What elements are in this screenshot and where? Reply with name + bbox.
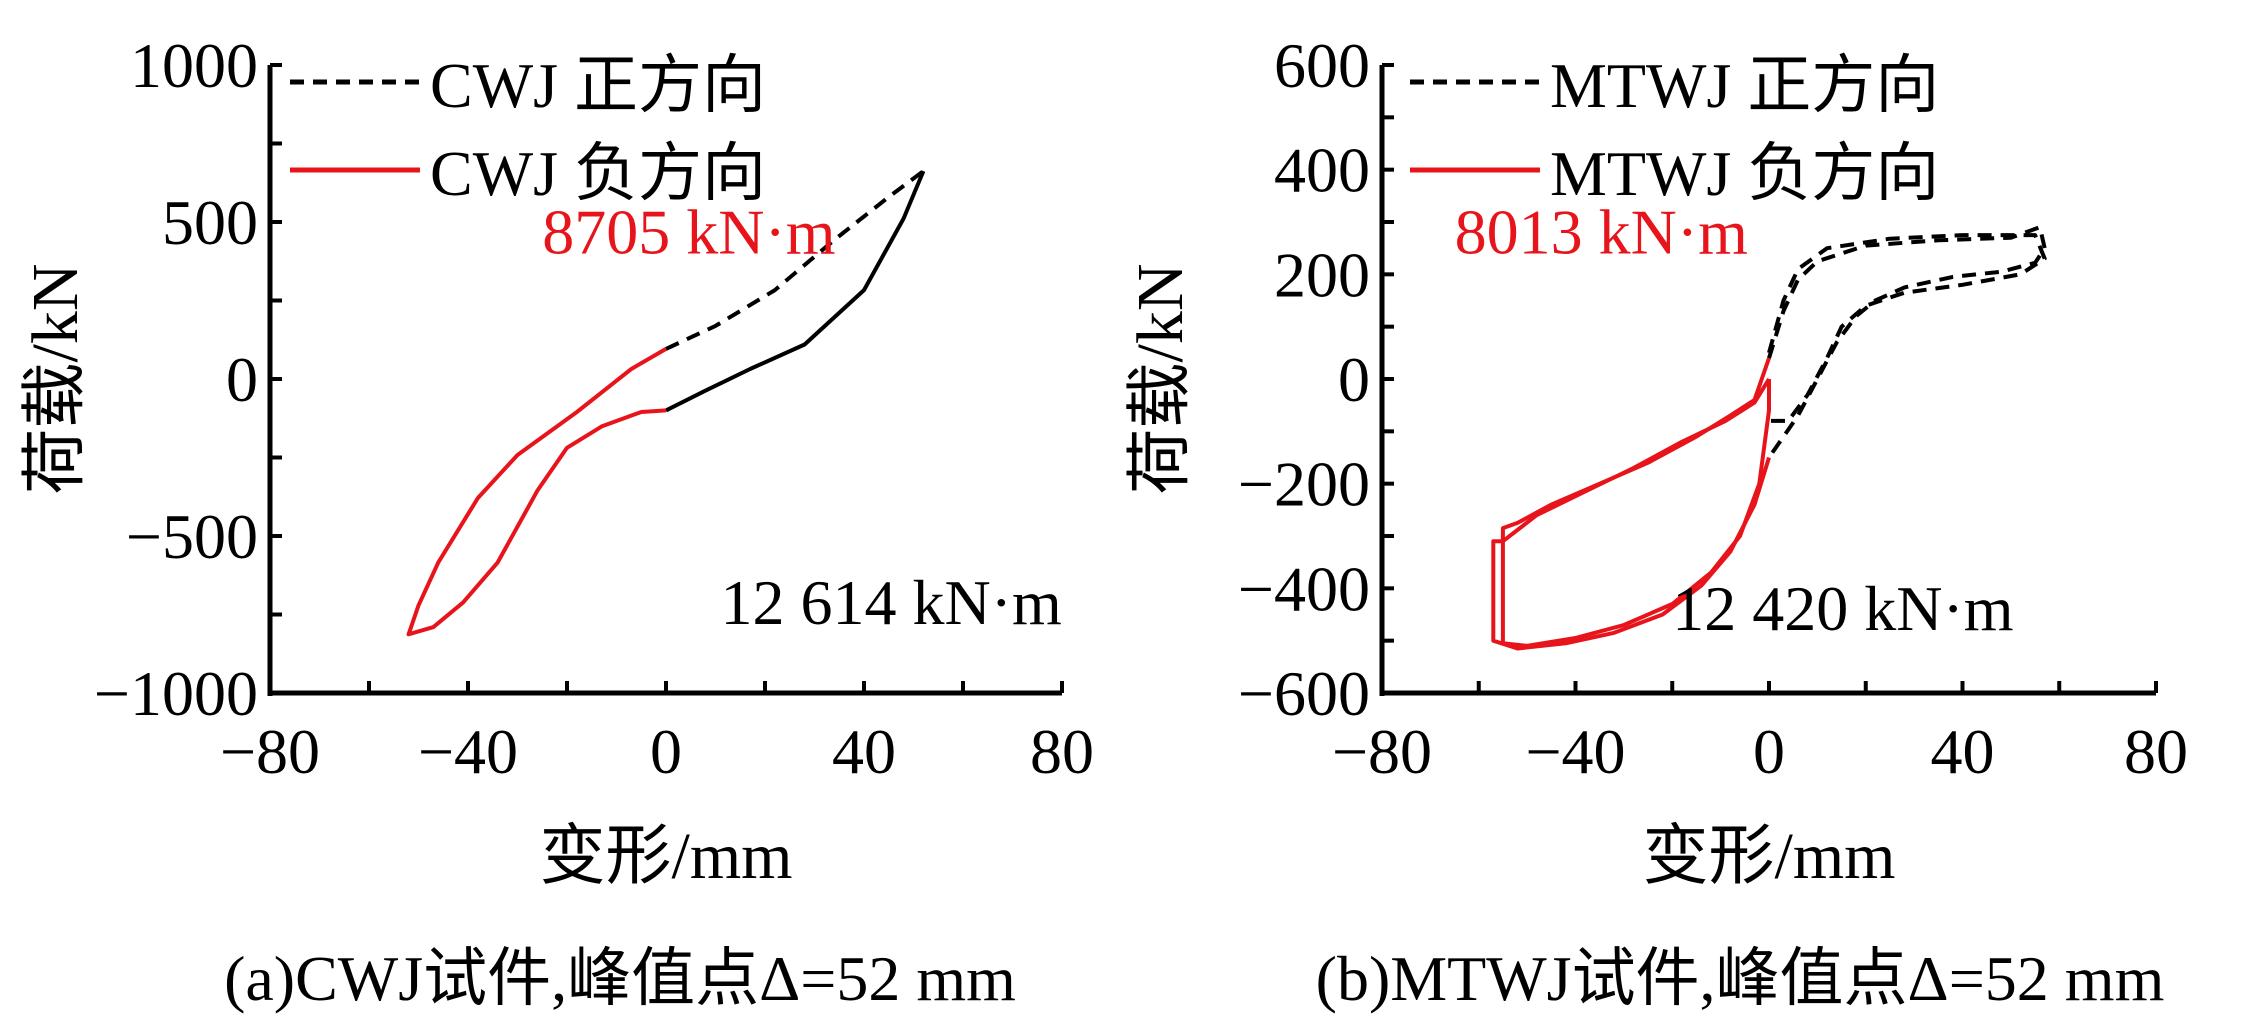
y-axis-title: 荷载/kN [1124,264,1197,495]
y-tick-label: 400 [1274,135,1370,206]
y-tick-label: −400 [1238,553,1370,624]
series-line [1767,233,2047,423]
series-line [665,170,926,413]
y-tick-label: 0 [226,344,258,415]
legend-label: CWJ 负方向 [430,138,766,209]
y-tick-label: −200 [1238,449,1370,520]
x-tick-label: 0 [1753,716,1785,787]
y-tick-label: 600 [1274,30,1370,101]
legend-label: MTWJ 正方向 [1550,50,1939,121]
series-line [406,347,668,637]
x-tick-label: −80 [1332,716,1432,787]
x-tick-label: 40 [832,716,896,787]
legend-label: MTWJ 负方向 [1550,138,1939,209]
y-tick-label: 1000 [130,30,258,101]
energy-annotation: 12 614 kN·m [720,567,1061,638]
x-axis-title: 变形/mm [1642,820,1895,893]
y-tick-label: −500 [126,501,258,572]
y-tick-label: 0 [1338,344,1370,415]
x-tick-label: −80 [220,716,320,787]
legend-label: CWJ 正方向 [430,50,766,121]
series-line [665,169,925,351]
panel-caption: (b)MTWJ试件,峰值点Δ=52 mm [1316,943,2165,1014]
y-tick-label: 500 [162,187,258,258]
x-tick-label: 80 [2124,716,2188,787]
energy-annotation: 8013 kN·m [1455,196,1748,267]
y-tick-label: −1000 [94,658,258,729]
x-axis-title: 变形/mm [539,820,792,893]
chart-panel-a: −80 −40 0 40 80 1000 500 0 −500 −1000 变形/mm 荷载/kN CW… [19,30,1094,1014]
x-tick-label: 80 [1030,716,1094,787]
y-tick-label: 200 [1274,239,1370,310]
x-tick-label: −40 [1525,716,1625,787]
series-line [1491,377,1771,651]
chart-panel-b: −80 −40 0 40 806004002000−200−400−600变形/mm荷载… [1124,30,2188,1014]
x-tick-label: 40 [1931,716,1995,787]
x-tick-label: 0 [650,716,682,787]
energy-annotation: 12 420 kN·m [1672,573,2013,644]
energy-annotation: 8705 kN·m [542,196,835,267]
y-axis-title: 荷载/kN [19,264,92,495]
y-tick-label: −600 [1238,658,1370,729]
x-tick-label: −40 [418,716,518,787]
panel-caption: (a)CWJ试件,峰值点Δ=52 mm [224,943,1016,1014]
